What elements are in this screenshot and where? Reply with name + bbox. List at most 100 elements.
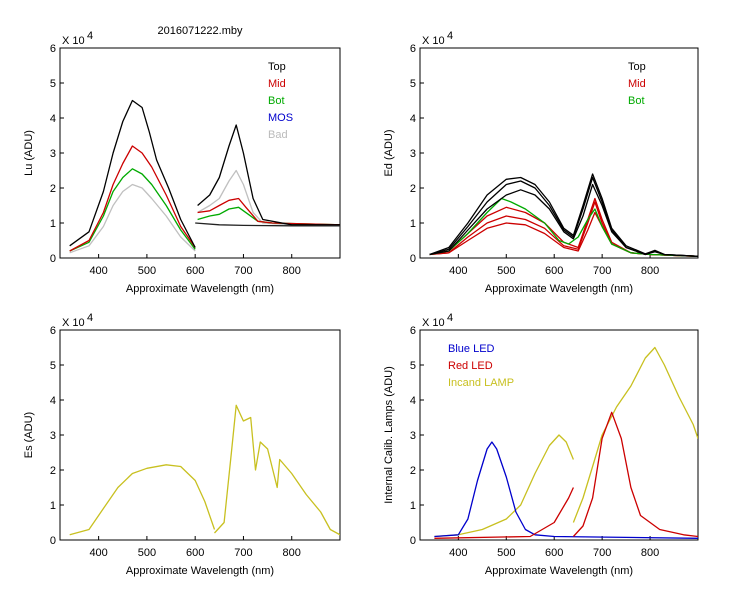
series-line-top: [429, 176, 698, 257]
scale-exponent: 4: [447, 312, 453, 324]
x-tick-label: 700: [593, 547, 611, 559]
y-tick-label: 0: [50, 535, 56, 547]
y-axis-label: Lu (ADU): [23, 130, 35, 176]
legend-entry: Mid: [268, 78, 286, 90]
x-axis-label: Approximate Wavelength (nm): [485, 283, 633, 295]
series-line-red-led: [572, 411, 698, 538]
y-tick-label: 1: [410, 218, 416, 230]
y-tick-label: 6: [410, 325, 416, 337]
series-line-top: [69, 99, 196, 248]
x-tick-label: 400: [89, 265, 107, 277]
series-line-bad: [69, 183, 196, 254]
series-line-top: [429, 183, 698, 257]
plot-frame: [59, 47, 341, 259]
x-tick-label: 400: [89, 547, 107, 559]
legend-entry: Bad: [268, 129, 288, 141]
y-tick-label: 5: [50, 360, 56, 372]
series-line-mid: [197, 197, 340, 226]
y-tick-label: 1: [50, 218, 56, 230]
scale-exponent: 4: [87, 30, 93, 42]
legend-entry: Red LED: [448, 360, 493, 372]
series-group: [69, 404, 340, 536]
series-group: [434, 346, 698, 539]
x-tick-label: 600: [545, 547, 563, 559]
x-axis-label: Approximate Wavelength (nm): [126, 283, 274, 295]
x-tick-label: 600: [545, 265, 563, 277]
legend-entry: Mid: [628, 78, 646, 90]
y-tick-label: 5: [50, 78, 56, 90]
series-line-bot: [69, 168, 196, 252]
x-tick-label: 800: [641, 547, 659, 559]
series-line-mid: [429, 197, 698, 257]
series-line-mos: [195, 222, 340, 227]
series-line-bot: [429, 197, 698, 257]
scale-label: X 10: [422, 35, 445, 47]
series-line-red-led: [434, 487, 574, 539]
x-tick-label: 500: [138, 547, 156, 559]
y-tick-label: 4: [410, 113, 416, 125]
x-tick-label: 700: [234, 547, 252, 559]
y-tick-label: 1: [410, 500, 416, 512]
plot-frame: [419, 47, 699, 259]
series-line-incand-lamp: [572, 346, 698, 523]
scale-label: X 10: [62, 317, 85, 329]
y-tick-label: 2: [50, 183, 56, 195]
series-line-blue-led: [434, 441, 698, 539]
y-tick-label: 6: [50, 325, 56, 337]
legend-entry: Bot: [268, 95, 285, 107]
x-tick-label: 700: [593, 265, 611, 277]
x-axis-label: Approximate Wavelength (nm): [126, 565, 274, 577]
y-axis-label: Ed (ADU): [383, 129, 395, 176]
scale-exponent: 4: [87, 312, 93, 324]
series-line-mid: [69, 145, 196, 252]
x-tick-label: 800: [283, 265, 301, 277]
series-line-top: [197, 124, 340, 226]
series-line-es: [214, 404, 340, 536]
series-group: [69, 99, 340, 254]
series-line-bad: [197, 169, 340, 226]
figure-title: 2016071222.mby: [157, 25, 243, 37]
legend-entry: MOS: [268, 112, 293, 124]
y-tick-label: 3: [50, 430, 56, 442]
legend-entry: Incand LAMP: [448, 377, 514, 389]
plot-frame: [59, 329, 341, 541]
y-tick-label: 6: [410, 43, 416, 55]
series-line-top: [429, 173, 698, 257]
y-axis-label: Internal Calib. Lamps (ADU): [383, 366, 395, 504]
x-tick-label: 400: [449, 265, 467, 277]
series-line-incand-lamp: [434, 434, 575, 538]
y-axis-label: Es (ADU): [23, 412, 35, 458]
y-tick-label: 2: [50, 465, 56, 477]
y-tick-label: 5: [410, 78, 416, 90]
y-tick-label: 4: [50, 395, 56, 407]
legend-entry: Top: [268, 61, 286, 73]
y-tick-label: 3: [410, 430, 416, 442]
x-tick-label: 800: [283, 547, 301, 559]
y-tick-label: 0: [50, 253, 56, 265]
x-tick-label: 700: [234, 265, 252, 277]
x-axis-label: Approximate Wavelength (nm): [485, 565, 633, 577]
y-tick-label: 3: [410, 148, 416, 160]
series-group: [429, 173, 698, 257]
x-tick-label: 600: [186, 265, 204, 277]
x-tick-label: 800: [641, 265, 659, 277]
x-tick-label: 500: [138, 265, 156, 277]
y-tick-label: 4: [410, 395, 416, 407]
x-tick-label: 500: [497, 547, 515, 559]
y-tick-label: 1: [50, 500, 56, 512]
y-tick-label: 0: [410, 253, 416, 265]
y-tick-label: 4: [50, 113, 56, 125]
y-tick-label: 6: [50, 43, 56, 55]
scale-label: X 10: [422, 317, 445, 329]
y-tick-label: 2: [410, 183, 416, 195]
y-tick-label: 5: [410, 360, 416, 372]
series-line-es: [69, 464, 216, 536]
x-tick-label: 400: [449, 547, 467, 559]
scale-label: X 10: [62, 35, 85, 47]
